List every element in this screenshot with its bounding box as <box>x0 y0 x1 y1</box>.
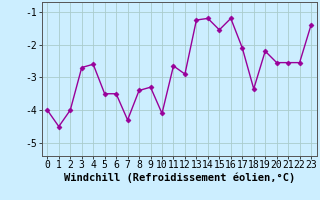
X-axis label: Windchill (Refroidissement éolien,°C): Windchill (Refroidissement éolien,°C) <box>64 173 295 183</box>
